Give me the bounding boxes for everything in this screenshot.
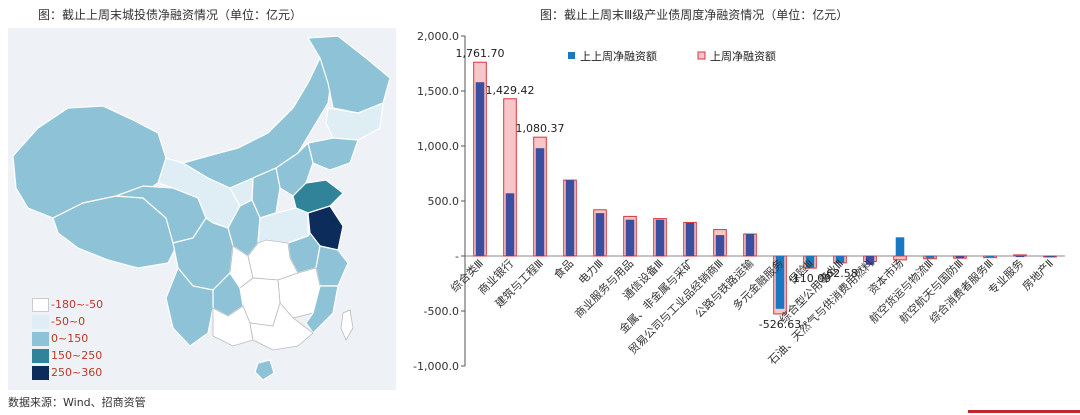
y-tick-label: 2,000.0 <box>417 30 459 43</box>
y-tick-label: 1,000.0 <box>417 140 459 153</box>
map-legend-label: 150~250 <box>51 349 103 362</box>
map-region-taiwan[interactable] <box>340 309 354 341</box>
map-legend-label: -50~0 <box>51 315 86 328</box>
legend-swatch-last-week <box>697 51 706 60</box>
map-legend-swatch <box>32 348 49 363</box>
bar-chart: -1,000.0-500.0-500.01,000.01,500.02,000.… <box>413 30 1065 373</box>
bar-week-before-last <box>475 82 485 256</box>
bar-week-before-last <box>805 256 815 269</box>
bar-week-before-last <box>955 256 965 259</box>
map-legend-item: 0~150 <box>32 330 103 347</box>
bar-week-before-last <box>565 180 575 256</box>
map-region-hebei[interactable] <box>275 141 314 197</box>
y-tick-label: 500.0 <box>428 195 460 208</box>
bar-week-before-last <box>1045 256 1055 257</box>
y-tick-label: -1,000.0 <box>413 360 459 373</box>
bar-week-before-last <box>925 256 935 259</box>
china-map <box>12 35 391 381</box>
bar-week-before-last <box>835 256 845 263</box>
map-region-hainan[interactable] <box>254 359 275 381</box>
bar-week-before-last <box>865 256 875 265</box>
map-legend-item: -50~0 <box>32 313 103 330</box>
map-legend-label: 0~150 <box>51 332 89 345</box>
y-tick-label: -500.0 <box>424 305 459 318</box>
data-label: 1,761.70 <box>456 47 505 60</box>
bar-week-before-last <box>715 235 725 256</box>
bar-week-before-last <box>625 219 635 256</box>
map-region-liaoning[interactable] <box>307 137 359 171</box>
bar-week-before-last <box>685 223 695 256</box>
footer-accent-line <box>968 410 1080 413</box>
bar-week-before-last <box>985 256 995 258</box>
data-label: -110.09 <box>789 272 831 285</box>
map-legend-swatch <box>32 297 49 312</box>
bar-week-before-last <box>655 219 665 256</box>
map-legend-label: -180~-50 <box>51 298 104 311</box>
bar-week-before-last <box>535 148 545 256</box>
map-legend-swatch <box>32 314 49 329</box>
map-region-guangdong[interactable] <box>249 302 314 351</box>
data-label: -62.58 <box>822 267 857 280</box>
china-map-panel: -180~-50 -50~0 0~150 150~250 250~360 <box>8 28 396 390</box>
data-label: -526.63 <box>759 318 801 331</box>
legend-label: 上上周净融资额 <box>580 49 657 63</box>
map-legend-item: 250~360 <box>32 364 103 381</box>
legend-label: 上周净融资额 <box>710 49 776 63</box>
chart-title: 图：截止上周末Ⅲ级产业债周度净融资情况（单位：亿元） <box>540 8 849 22</box>
category-label: 食品 <box>551 256 576 281</box>
map-title: 图：截止上周末城投债净融资情况（单位：亿元） <box>38 8 303 22</box>
y-tick-label: 1,500.0 <box>417 85 459 98</box>
map-legend: -180~-50 -50~0 0~150 150~250 250~360 <box>32 296 103 381</box>
bar-week-before-last <box>505 193 515 256</box>
bar-week-before-last <box>745 234 755 256</box>
y-tick-label: - <box>455 250 459 263</box>
data-source: 数据来源：Wind、招商资管 <box>8 396 146 409</box>
map-region-jilin[interactable] <box>325 102 384 141</box>
map-legend-item: 150~250 <box>32 347 103 364</box>
legend-swatch-week-before-last <box>568 52 575 59</box>
map-region-zhejiang[interactable] <box>315 245 349 287</box>
bar-week-before-last <box>595 213 605 256</box>
bar-last-week <box>1013 254 1027 257</box>
map-legend-item: -180~-50 <box>32 296 103 313</box>
category-label: 房地产Ⅱ <box>1019 256 1056 293</box>
data-label: 1,080.37 <box>516 122 565 135</box>
map-region-tibet[interactable] <box>52 195 179 269</box>
map-legend-swatch <box>32 331 49 346</box>
map-region-yunnan[interactable] <box>165 266 214 347</box>
map-legend-label: 250~360 <box>51 366 103 379</box>
bar-week-before-last <box>775 256 785 309</box>
bar-week-before-last <box>1015 256 1025 258</box>
map-region-fujian[interactable] <box>305 285 339 334</box>
data-label: 1,429.42 <box>486 84 535 97</box>
bar-week-before-last <box>895 237 905 256</box>
map-legend-swatch <box>32 365 49 380</box>
